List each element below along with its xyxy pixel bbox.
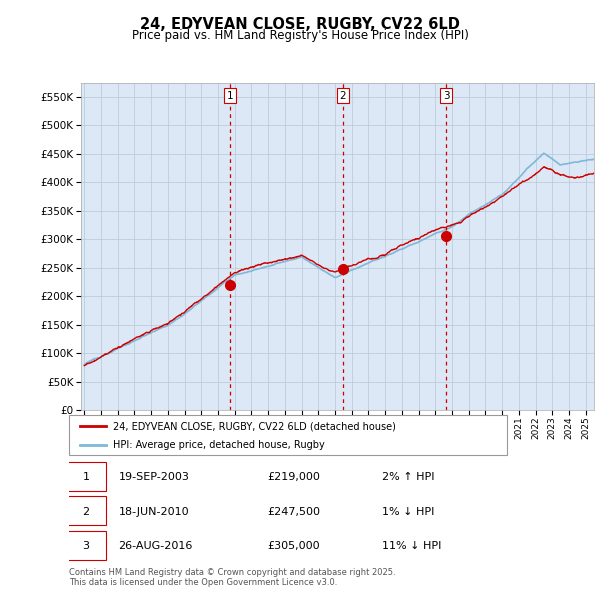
- FancyBboxPatch shape: [67, 531, 106, 560]
- Text: £305,000: £305,000: [268, 541, 320, 551]
- Text: Contains HM Land Registry data © Crown copyright and database right 2025.
This d: Contains HM Land Registry data © Crown c…: [69, 568, 395, 587]
- Text: 24, EDYVEAN CLOSE, RUGBY, CV22 6LD (detached house): 24, EDYVEAN CLOSE, RUGBY, CV22 6LD (deta…: [113, 421, 395, 431]
- Text: HPI: Average price, detached house, Rugby: HPI: Average price, detached house, Rugb…: [113, 441, 325, 450]
- Text: Price paid vs. HM Land Registry's House Price Index (HPI): Price paid vs. HM Land Registry's House …: [131, 29, 469, 42]
- Text: 2: 2: [340, 91, 346, 101]
- Text: 18-JUN-2010: 18-JUN-2010: [119, 507, 189, 517]
- Text: £247,500: £247,500: [268, 507, 320, 517]
- Text: 3: 3: [443, 91, 449, 101]
- Text: 2% ↑ HPI: 2% ↑ HPI: [382, 473, 434, 483]
- FancyBboxPatch shape: [67, 462, 106, 491]
- Text: £219,000: £219,000: [268, 473, 320, 483]
- FancyBboxPatch shape: [67, 496, 106, 525]
- Text: 1% ↓ HPI: 1% ↓ HPI: [382, 507, 434, 517]
- Text: 11% ↓ HPI: 11% ↓ HPI: [382, 541, 442, 551]
- Text: 1: 1: [82, 473, 89, 483]
- Text: 19-SEP-2003: 19-SEP-2003: [119, 473, 190, 483]
- Text: 2: 2: [82, 507, 89, 517]
- Text: 24, EDYVEAN CLOSE, RUGBY, CV22 6LD: 24, EDYVEAN CLOSE, RUGBY, CV22 6LD: [140, 17, 460, 31]
- FancyBboxPatch shape: [69, 415, 507, 455]
- Text: 1: 1: [227, 91, 233, 101]
- Text: 26-AUG-2016: 26-AUG-2016: [119, 541, 193, 551]
- Text: 3: 3: [82, 541, 89, 551]
